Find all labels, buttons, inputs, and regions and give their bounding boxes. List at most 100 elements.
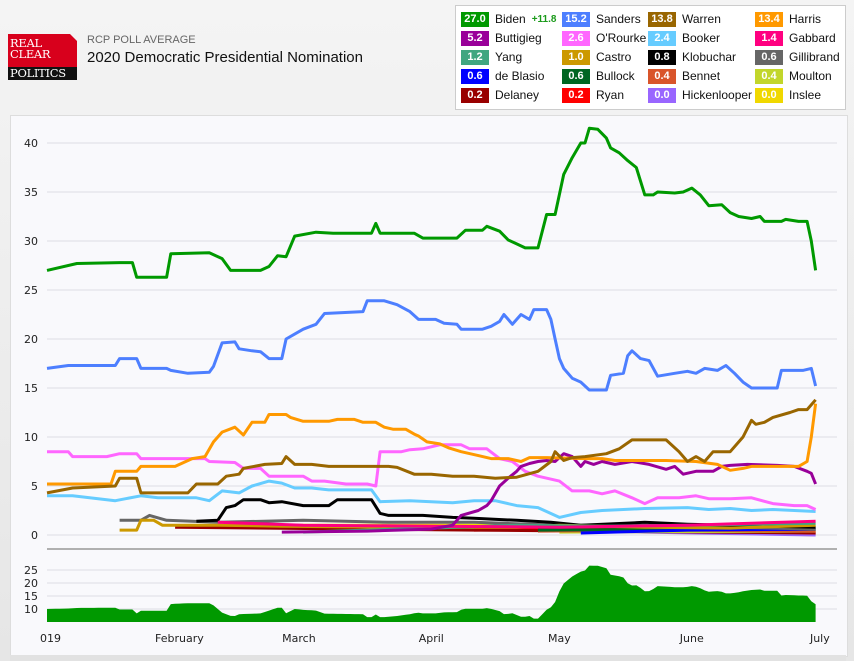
- legend-candidate-name: Yang: [495, 50, 523, 64]
- chart-panel: 0 5 10 15 20 25 30 35 40 10 15 20 25 2019 February Marc…: [10, 115, 848, 657]
- legend-value-badge: 0.6: [562, 68, 590, 84]
- y-tick-label: 10: [24, 431, 38, 444]
- legend-candidate-name: Harris: [789, 12, 821, 26]
- spread-y-tick-label: 15: [24, 590, 38, 603]
- legend-candidate-name: de Blasio: [495, 69, 545, 83]
- spread-y-tick-label: 25: [24, 564, 38, 577]
- logo-line: POLITICS: [10, 66, 66, 80]
- legend-value-badge: 13.8: [648, 11, 676, 27]
- series-line-gabbard[interactable]: [217, 519, 816, 529]
- y-tick-label: 5: [31, 480, 38, 493]
- legend-candidate-name: Sanders: [596, 12, 641, 26]
- legend-candidate-name: Warren: [682, 12, 721, 26]
- legend-candidate-name: Biden: [495, 12, 526, 26]
- y-tick-label: 25: [24, 284, 38, 297]
- legend-candidate-name: Inslee: [789, 88, 822, 102]
- legend-item[interactable]: 15.2 Sanders: [562, 11, 641, 27]
- axis-mask: [11, 626, 39, 648]
- legend-item[interactable]: 1.4 Gabbard: [755, 30, 836, 46]
- series-line-biden[interactable]: [46, 126, 818, 279]
- legend-value-badge: 0.2: [461, 87, 489, 103]
- series-line-klobuchar[interactable]: [196, 498, 816, 529]
- x-tick-label: February: [155, 632, 204, 645]
- x-tick-label: June: [679, 632, 704, 645]
- legend-value-badge: 15.2: [562, 11, 590, 27]
- y-tick-label: 35: [24, 186, 38, 199]
- x-tick-label: July: [809, 632, 830, 645]
- legend-candidate-name: Klobuchar: [682, 50, 737, 64]
- legend-item[interactable]: 0.6 Gillibrand: [755, 49, 840, 65]
- legend-item[interactable]: 0.0 Inslee: [755, 87, 821, 103]
- legend-value-badge: 0.6: [755, 49, 783, 65]
- legend-candidate-name: Gabbard: [789, 31, 836, 45]
- y-tick-label: 0: [31, 529, 38, 542]
- x-tick-label: May: [548, 632, 571, 645]
- series-line-sanders[interactable]: [46, 299, 818, 392]
- legend-candidate-name: Hickenlooper: [682, 88, 753, 102]
- page-title: 2020 Democratic Presidential Nomination: [87, 49, 363, 66]
- legend-item[interactable]: 0.8 Klobuchar: [648, 49, 736, 65]
- spread-area: [47, 565, 816, 622]
- legend-value-badge: 0.6: [461, 68, 489, 84]
- legend-item[interactable]: 0.2 Delaney: [461, 87, 539, 103]
- legend-value-badge: 27.0: [461, 11, 489, 27]
- legend-value-badge: 5.2: [461, 30, 489, 46]
- rcp-logo[interactable]: REAL CLEAR POLITICS: [8, 34, 77, 80]
- legend-candidate-name: O'Rourke: [596, 31, 647, 45]
- legend-value-badge: 0.0: [755, 87, 783, 103]
- legend-item[interactable]: 0.4 Bennet: [648, 68, 720, 84]
- footer-bar: [10, 655, 846, 661]
- series-line-o-rourke[interactable]: [47, 443, 817, 511]
- series-line-booker[interactable]: [47, 479, 816, 519]
- legend-item[interactable]: 0.6 de Blasio: [461, 68, 544, 84]
- legend-value-badge: 2.4: [648, 30, 676, 46]
- logo-line: CLEAR: [10, 47, 51, 61]
- legend-item[interactable]: 0.4 Moulton: [755, 68, 832, 84]
- legend-item[interactable]: 1.2 Yang: [461, 49, 522, 65]
- legend-candidate-name: Gillibrand: [789, 50, 840, 64]
- chart-legend: 27.0 Biden +11.8 15.2 Sanders 13.8 Warren 13.4 H…: [455, 5, 846, 110]
- legend-item[interactable]: 5.2 Buttigieg: [461, 30, 542, 46]
- legend-item[interactable]: 0.6 Bullock: [562, 68, 635, 84]
- legend-value-badge: 1.4: [755, 30, 783, 46]
- legend-value-badge: 1.0: [562, 49, 590, 65]
- y-tick-label: 30: [24, 235, 38, 248]
- x-tick-label: March: [282, 632, 316, 645]
- legend-candidate-name: Ryan: [596, 88, 625, 102]
- legend-value-badge: 0.4: [648, 68, 676, 84]
- legend-item[interactable]: 1.0 Castro: [562, 49, 631, 65]
- legend-item[interactable]: 0.0 Hickenlooper: [648, 87, 752, 103]
- legend-item[interactable]: 27.0 Biden +11.8: [461, 11, 556, 27]
- legend-value-badge: 0.4: [755, 68, 783, 84]
- legend-item[interactable]: 13.4 Harris: [755, 11, 821, 27]
- panel-separator: [47, 548, 837, 550]
- legend-value-badge: 1.2: [461, 49, 489, 65]
- legend-item[interactable]: 13.8 Warren: [648, 11, 721, 27]
- series-line-warren[interactable]: [46, 398, 817, 495]
- legend-candidate-name: Buttigieg: [495, 31, 542, 45]
- page-subtitle: RCP POLL AVERAGE: [87, 34, 196, 46]
- legend-item[interactable]: 2.6 O'Rourke: [562, 30, 646, 46]
- legend-change: +11.8: [531, 13, 557, 25]
- legend-candidate-name: Bullock: [596, 69, 635, 83]
- y-tick-label: 20: [24, 333, 38, 346]
- y-tick-label: 15: [24, 382, 38, 395]
- legend-candidate-name: Booker: [682, 31, 721, 45]
- series-line-buttigieg[interactable]: [281, 452, 817, 534]
- legend-item[interactable]: 2.4 Booker: [648, 30, 720, 46]
- spread-y-tick-label: 10: [24, 603, 38, 616]
- legend-value-badge: 13.4: [755, 11, 783, 27]
- legend-value-badge: 2.6: [562, 30, 590, 46]
- legend-candidate-name: Delaney: [495, 88, 540, 102]
- legend-value-badge: 0.8: [648, 49, 676, 65]
- logo-line: REAL: [10, 36, 42, 50]
- legend-value-badge: 0.2: [562, 87, 590, 103]
- legend-value-badge: 0.0: [648, 87, 676, 103]
- legend-item[interactable]: 0.2 Ryan: [562, 87, 624, 103]
- x-tick-label: April: [419, 632, 444, 645]
- legend-candidate-name: Moulton: [789, 69, 832, 83]
- x-tick-label: 2019: [33, 632, 61, 645]
- y-tick-label: 40: [24, 137, 38, 150]
- legend-candidate-name: Bennet: [682, 69, 721, 83]
